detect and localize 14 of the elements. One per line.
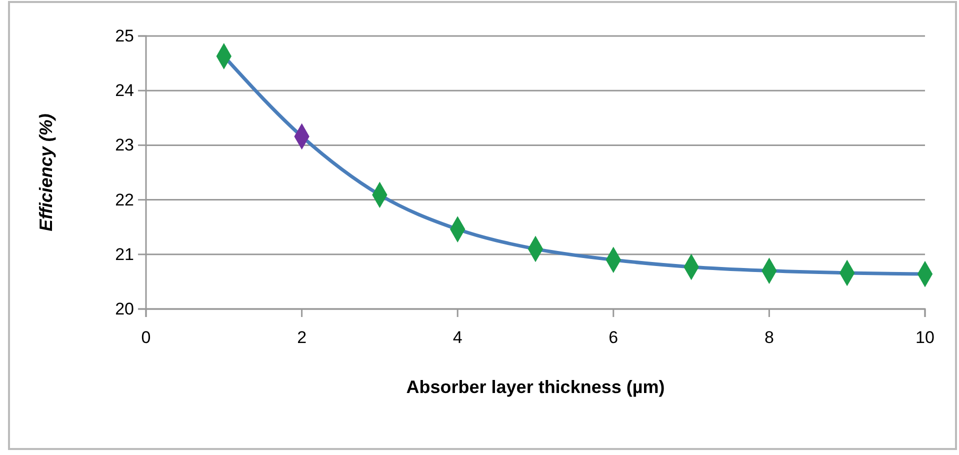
x-axis-title: Absorber layer thickness (µm) [406, 377, 665, 397]
y-tick-label: 23 [115, 136, 134, 155]
y-axis-title: Efficiency (%) [36, 114, 56, 232]
x-tick-label: 4 [452, 328, 462, 348]
y-tick-label: 22 [115, 190, 134, 210]
x-tick-label: 6 [608, 328, 618, 348]
x-tick-label: 10 [916, 328, 934, 348]
x-tick-label: 0 [141, 328, 151, 348]
y-tick-label: 21 [115, 244, 134, 264]
y-tick-label: 20 [115, 299, 134, 318]
x-tick-label: 2 [297, 328, 307, 348]
y-tick-label: 25 [115, 26, 134, 46]
y-tick-label: 24 [115, 81, 134, 100]
x-tick-label: 8 [764, 328, 774, 348]
